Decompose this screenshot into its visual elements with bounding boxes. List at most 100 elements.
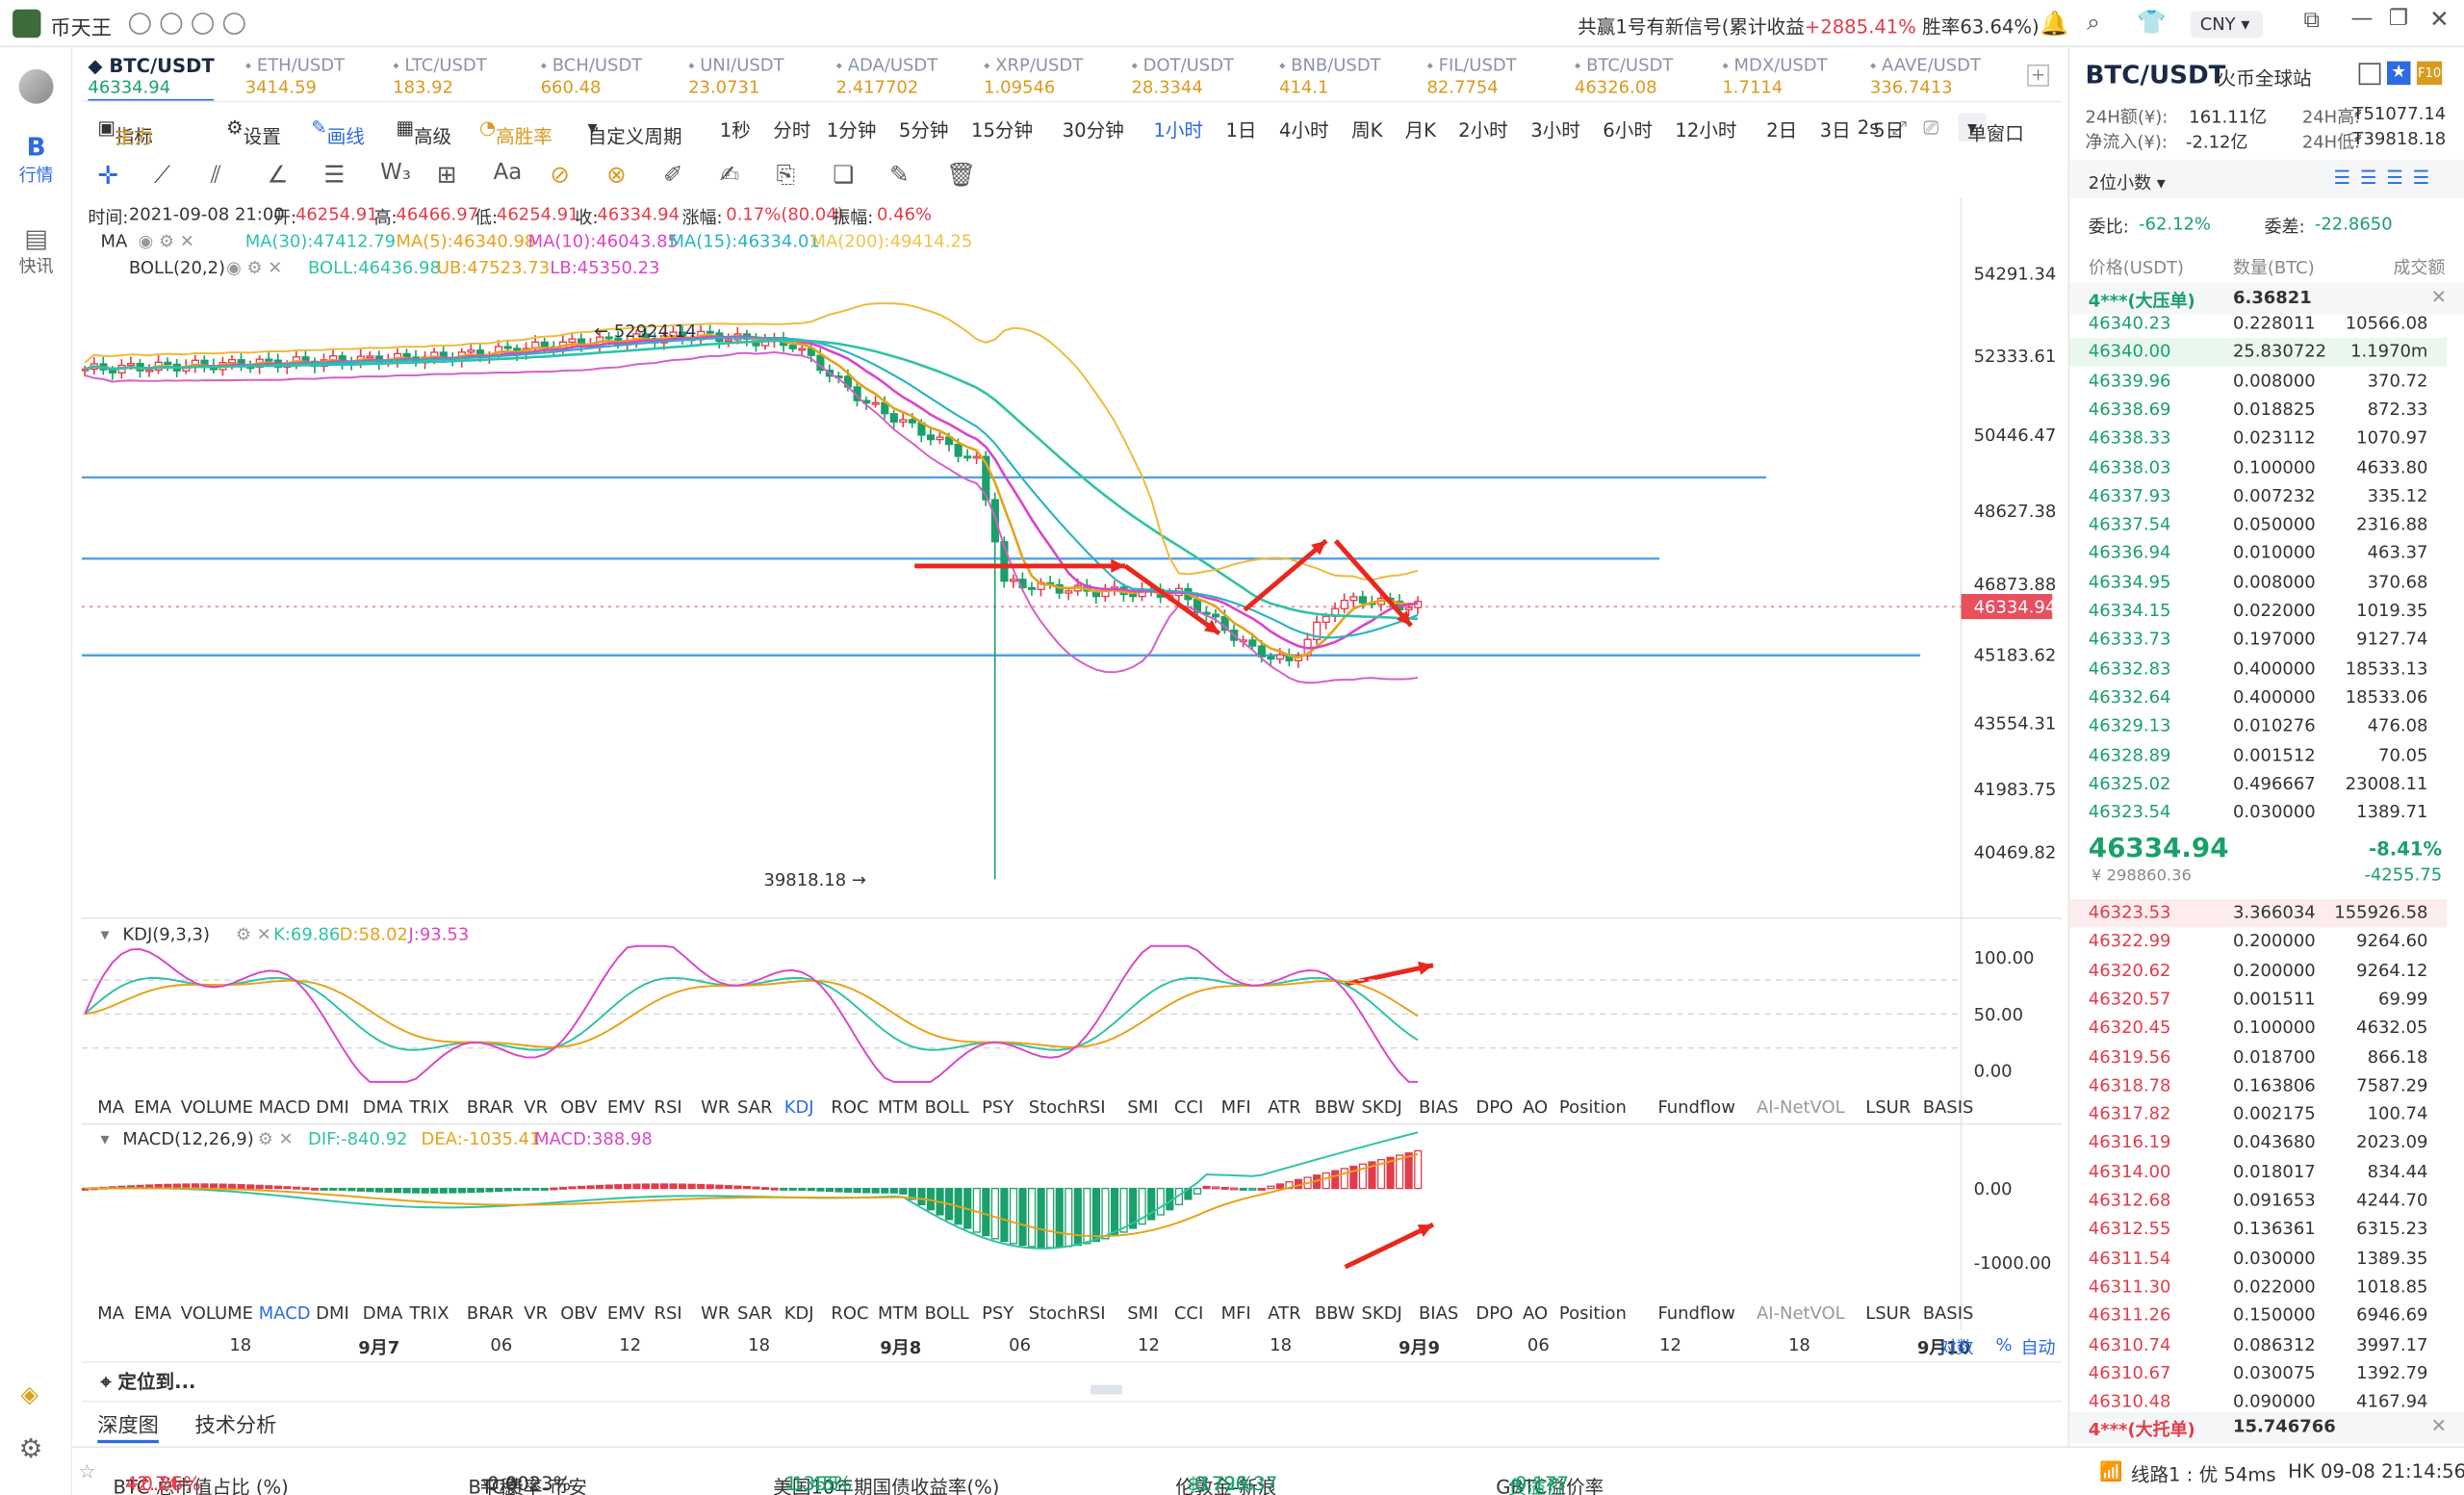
orderbook-row[interactable]: 46336.94 0.010000 463.37 bbox=[2069, 540, 2447, 568]
angle-tool-icon[interactable]: ∠ bbox=[267, 160, 289, 189]
close-icon[interactable]: ✕ bbox=[2429, 4, 2450, 34]
eye-icon[interactable]: ◉ ⚙ ✕ bbox=[138, 231, 194, 252]
indicator-rsi[interactable]: RSI bbox=[654, 1096, 682, 1119]
external-icon[interactable]: ⧉ bbox=[2303, 8, 2320, 34]
indicator-button[interactable]: ▣ 指标 主力 bbox=[97, 116, 153, 148]
orderbook-row[interactable]: 46332.64 0.400000 18533.06 bbox=[2069, 683, 2447, 711]
orderbook-row[interactable]: 46320.45 0.100000 4632.05 bbox=[2069, 1015, 2447, 1043]
orderbook-row[interactable]: 46329.13 0.010276 476.08 bbox=[2069, 712, 2447, 740]
avatar[interactable] bbox=[18, 68, 54, 104]
phone-icon[interactable] bbox=[222, 13, 245, 35]
shirt-icon[interactable]: 👕 bbox=[2137, 8, 2167, 37]
big-ask-row[interactable]: 4***(大压单) 6.36821 ✕ bbox=[2069, 282, 2464, 315]
trash-icon[interactable]: 🗑 bbox=[945, 160, 976, 189]
pin-icon[interactable]: ☆ bbox=[78, 1460, 96, 1482]
fullscreen-icon[interactable]: ⤢ bbox=[1891, 116, 1908, 139]
sidebar-item-market[interactable]: B 行情 bbox=[13, 132, 60, 187]
ticker-5[interactable]: ⬩ ADA/USDT 2.417702 bbox=[836, 52, 938, 101]
period-12[interactable]: 3小时 bbox=[1530, 119, 1580, 142]
orderbook-row[interactable]: 46338.03 0.100000 4633.80 bbox=[2069, 453, 2447, 481]
ticker-7[interactable]: ⬩ DOT/USDT 28.3344 bbox=[1132, 52, 1235, 101]
indicator-dpo[interactable]: DPO bbox=[1476, 1302, 1514, 1325]
indicator-bbw[interactable]: BBW bbox=[1314, 1096, 1355, 1119]
footer-item-0[interactable]: BTC 总市值占比 (%) 42.74 +0.26% bbox=[113, 1473, 289, 1495]
indicator-smi[interactable]: SMI bbox=[1127, 1302, 1159, 1325]
indicator-position[interactable]: Position bbox=[1558, 1302, 1627, 1325]
orderbook-row[interactable]: 46323.54 0.030000 1389.71 bbox=[2069, 799, 2447, 827]
indicator-atr[interactable]: ATR bbox=[1268, 1302, 1301, 1325]
orderbook-row[interactable]: 46311.26 0.150000 6946.69 bbox=[2069, 1302, 2447, 1329]
indicator-trix[interactable]: TRIX bbox=[409, 1096, 449, 1119]
indicator-dmi[interactable]: DMI bbox=[316, 1302, 349, 1325]
lock-draw-icon[interactable]: ⊗ bbox=[606, 160, 627, 189]
period-2[interactable]: 1分钟 bbox=[826, 119, 877, 142]
currency-select[interactable]: CNY ▾ bbox=[2190, 11, 2264, 39]
winrate-button[interactable]: ◔ 高胜率 bbox=[478, 116, 552, 148]
indicator-bbw[interactable]: BBW bbox=[1314, 1302, 1355, 1325]
period-13[interactable]: 6小时 bbox=[1603, 119, 1653, 142]
orderbook-row[interactable]: 46339.96 0.008000 370.72 bbox=[2069, 367, 2447, 395]
copy-icon[interactable]: ⎘ bbox=[776, 160, 796, 189]
period-1[interactable]: 分时 bbox=[773, 119, 811, 142]
indicator-boll[interactable]: BOLL bbox=[924, 1302, 969, 1325]
ticker-8[interactable]: ⬩ BNB/USDT 414.1 bbox=[1279, 52, 1381, 101]
indicator-mfi[interactable]: MFI bbox=[1220, 1096, 1251, 1119]
ticker-1[interactable]: ⬩ ETH/USDT 3414.59 bbox=[245, 52, 345, 101]
panel-collapse-handle[interactable] bbox=[1091, 1384, 1122, 1395]
indicator-vr[interactable]: VR bbox=[524, 1096, 549, 1119]
eraser-icon[interactable]: ✐ bbox=[662, 160, 683, 189]
f10-icon[interactable]: F10 bbox=[2417, 61, 2443, 86]
indicator-bias[interactable]: BIAS bbox=[1418, 1302, 1459, 1325]
bell-alert-icon[interactable] bbox=[2358, 63, 2381, 86]
period-8[interactable]: 4小时 bbox=[1278, 119, 1329, 142]
indicator-ai-netvol[interactable]: AI-NetVOL bbox=[1756, 1302, 1845, 1325]
indicator-psy[interactable]: PSY bbox=[982, 1302, 1014, 1325]
indicator-ao[interactable]: AO bbox=[1523, 1302, 1549, 1325]
log-toggle[interactable]: 对数 bbox=[1938, 1337, 1974, 1358]
indicator-skdj[interactable]: SKDJ bbox=[1361, 1302, 1402, 1325]
pct-toggle[interactable]: % bbox=[1995, 1334, 2013, 1355]
period-5[interactable]: 30分钟 bbox=[1062, 119, 1124, 142]
indicator-sar[interactable]: SAR bbox=[737, 1302, 773, 1325]
orderbook-row[interactable]: 46319.56 0.018700 866.18 bbox=[2069, 1044, 2447, 1071]
magnet-icon[interactable]: ⊘ bbox=[550, 160, 570, 189]
custom-period-button[interactable]: 自定义周期 ▾ bbox=[587, 116, 682, 148]
diamond-icon[interactable]: ◈ bbox=[20, 1379, 39, 1409]
auto-toggle[interactable]: 自动 bbox=[2020, 1337, 2056, 1358]
orderbook-row[interactable]: 46323.53 3.366034 155926.58 bbox=[2069, 899, 2448, 928]
orderbook-row[interactable]: 46325.02 0.496667 23008.11 bbox=[2069, 770, 2447, 798]
indicator-macd[interactable]: MACD bbox=[258, 1302, 311, 1325]
orderbook-row[interactable]: 46338.33 0.023112 1070.97 bbox=[2069, 425, 2447, 452]
indicator-position[interactable]: Position bbox=[1558, 1096, 1627, 1119]
edit-icon[interactable]: ✎ bbox=[889, 160, 910, 189]
indicator-psy[interactable]: PSY bbox=[982, 1096, 1014, 1119]
indicator-ao[interactable]: AO bbox=[1523, 1096, 1549, 1119]
indicator-smi[interactable]: SMI bbox=[1127, 1096, 1159, 1119]
add-ticker-button[interactable]: + bbox=[2027, 64, 2049, 87]
indicator-roc[interactable]: ROC bbox=[831, 1302, 869, 1325]
indicator-volume[interactable]: VOLUME bbox=[180, 1096, 253, 1119]
measure-tool-icon[interactable]: ⊞ bbox=[436, 160, 457, 189]
indicator-dma[interactable]: DMA bbox=[362, 1096, 403, 1119]
indicator-stochrsi[interactable]: StochRSI bbox=[1028, 1096, 1106, 1119]
big-bid-row[interactable]: 4***(大托单) 15.746766 ✕ bbox=[2069, 1411, 2464, 1444]
layout-icons[interactable]: ☰☰☰☰ bbox=[2333, 167, 2439, 189]
wave-tool-icon[interactable]: W₃ bbox=[380, 160, 411, 186]
search-icon[interactable]: ⌕ bbox=[2087, 8, 2100, 37]
star-icon[interactable]: ★ bbox=[2386, 61, 2411, 86]
orderbook-row[interactable]: 46333.73 0.197000 9127.74 bbox=[2069, 626, 2447, 654]
sidebar-item-news[interactable]: ▤ 快讯 bbox=[13, 223, 60, 278]
tab-depth[interactable]: 深度图 bbox=[97, 1408, 159, 1444]
indicator-ma[interactable]: MA bbox=[97, 1302, 125, 1325]
price-chart[interactable]: 54291.34 52333.61 50446.47 48627.38 46873.88… bbox=[81, 197, 2063, 1361]
indicator-boll[interactable]: BOLL bbox=[924, 1096, 969, 1119]
orderbook-row[interactable]: 46318.78 0.163806 7587.29 bbox=[2069, 1071, 2447, 1099]
close-icon[interactable]: ✕ bbox=[2430, 1414, 2448, 1437]
orderbook-row[interactable]: 46328.89 0.001512 70.05 bbox=[2069, 741, 2447, 769]
indicator-lsur[interactable]: LSUR bbox=[1865, 1302, 1912, 1325]
period-6[interactable]: 1小时 bbox=[1153, 119, 1204, 142]
ticker-4[interactable]: ⬩ UNI/USDT 23.0731 bbox=[688, 52, 783, 101]
ticker-6[interactable]: ⬩ XRP/USDT 1.09546 bbox=[984, 52, 1083, 101]
indicator-bias[interactable]: BIAS bbox=[1418, 1096, 1459, 1119]
indicator-dmi[interactable]: DMI bbox=[316, 1096, 349, 1119]
